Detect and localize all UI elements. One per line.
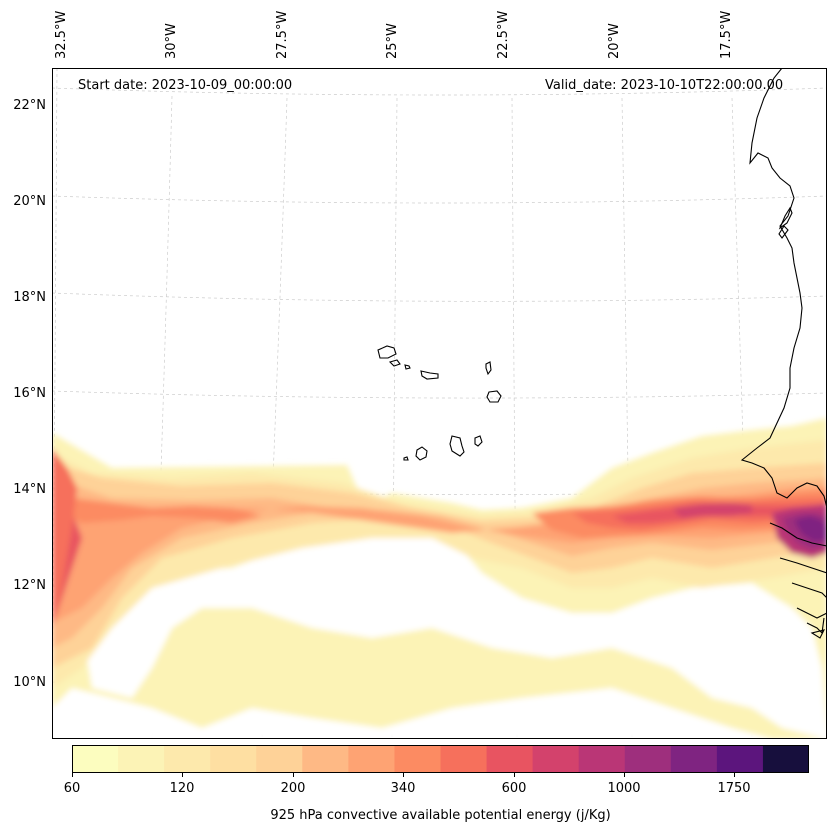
colorbar-tick-mark xyxy=(293,772,294,777)
start-date-label: Start date: 2023-10-09_00:00:00 xyxy=(78,78,293,93)
lat-label-18n: 18°N xyxy=(13,290,46,305)
colorbar-tick-340: 340 xyxy=(390,781,416,796)
lon-label-22.5w: 22.5°W xyxy=(496,10,511,59)
lon-label-27.5w: 27.5°W xyxy=(275,10,290,59)
lat-label-12n: 12°N xyxy=(13,578,46,593)
colorbar-segment xyxy=(762,745,809,773)
colorbar-tick-60: 60 xyxy=(63,781,81,796)
lon-label-17.5w: 17.5°W xyxy=(719,10,734,59)
valid-date-label: Valid_date: 2023-10-10T22:00:00.00 xyxy=(545,78,784,93)
colorbar-segment xyxy=(716,745,764,773)
cape-map xyxy=(52,68,827,739)
colorbar-frame xyxy=(72,745,809,773)
colorbar-segment xyxy=(532,745,580,773)
colorbar-segment xyxy=(670,745,718,773)
colorbar-tick-mark xyxy=(182,772,183,777)
lat-label-14n: 14°N xyxy=(13,482,46,497)
lon-label-25w: 25°W xyxy=(385,23,400,59)
coastlines xyxy=(377,68,827,639)
colorbar-tick-600: 600 xyxy=(501,781,527,796)
colorbar-tick-mark xyxy=(403,772,404,777)
colorbar-segment xyxy=(302,745,349,773)
colorbar-tick-mark xyxy=(72,772,73,777)
colorbar-segment xyxy=(72,745,119,773)
lat-label-10n: 10°N xyxy=(13,675,46,690)
colorbar-segment xyxy=(578,745,626,773)
lon-label-30w: 30°W xyxy=(164,23,179,59)
colorbar-tick-mark xyxy=(514,772,515,777)
colorbar-segment xyxy=(118,745,165,773)
colorbar-segment xyxy=(210,745,257,773)
lat-label-20n: 20°N xyxy=(13,194,46,209)
colorbar-tick-1750: 1750 xyxy=(717,781,751,796)
colorbar-tick-mark xyxy=(624,772,625,777)
cape-field xyxy=(52,418,827,739)
lat-label-22n: 22°N xyxy=(13,98,46,113)
lat-label-16n: 16°N xyxy=(13,386,46,401)
colorbar-tick-mark xyxy=(734,772,735,777)
colorbar-tick-1000: 1000 xyxy=(607,781,641,796)
colorbar-segment xyxy=(164,745,211,773)
colorbar-segment xyxy=(348,745,395,773)
colorbar-segment xyxy=(394,745,441,773)
colorbar-segment xyxy=(486,745,534,773)
colorbar-tick-120: 120 xyxy=(169,781,195,796)
colorbar-segment xyxy=(440,745,488,773)
colorbar xyxy=(72,745,809,773)
lon-label-32.5w: 32.5°W xyxy=(54,10,69,59)
colorbar-segment xyxy=(624,745,672,773)
colorbar-label: 925 hPa convective available potential e… xyxy=(270,808,611,823)
colorbar-segment xyxy=(256,745,303,773)
colorbar-tick-200: 200 xyxy=(280,781,306,796)
lon-label-20w: 20°W xyxy=(607,23,622,59)
